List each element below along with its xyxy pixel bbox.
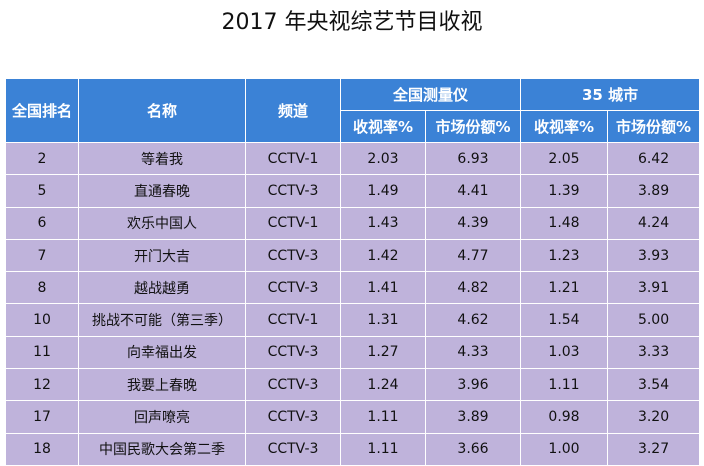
table-cell: 1.11: [340, 400, 426, 434]
table-row: 2 等着我 CCTV-1 2.03 6.93 2.05 6.42: [5, 141, 701, 176]
table-cell: 1.49: [340, 174, 426, 208]
table-cell: 1.42: [340, 238, 426, 273]
table-cell: 4.82: [424, 271, 522, 305]
table-cell: 1.23: [520, 238, 609, 273]
table-cell: 11: [5, 335, 79, 370]
table-cell: 6.93: [424, 141, 522, 176]
header-row: 收视率% 市场份额% 收视率% 市场份额%: [6, 110, 701, 143]
table-cell: 1.03: [520, 335, 609, 370]
table-row: 17 回声嘹亮 CCTV-3 1.11 3.89 0.98 3.20: [5, 400, 701, 434]
table-cell: 越战越勇: [78, 271, 246, 305]
table-cell: CCTV-3: [245, 335, 341, 370]
table-cell: 1.21: [520, 271, 609, 305]
table-cell: 2: [5, 141, 79, 176]
table-cell: 7: [5, 238, 79, 273]
table-cell: CCTV-1: [245, 206, 341, 240]
table-cell: CCTV-3: [245, 238, 341, 273]
table-cell: 直通春晚: [78, 174, 246, 208]
table-row: 12 我要上春晚 CCTV-3 1.24 3.96 1.11 3.54: [5, 368, 701, 402]
table-cell: 6.42: [607, 141, 701, 176]
table-cell: 1.24: [340, 368, 426, 402]
table-cell: 3.20: [607, 400, 701, 434]
table-row: 5 直通春晚 CCTV-3 1.49 4.41 1.39 3.89: [5, 174, 701, 208]
table-cell: 3.54: [607, 368, 701, 402]
table-cell: 17: [5, 400, 79, 434]
table-row: 7 开门大吉 CCTV-3 1.42 4.77 1.23 3.93: [5, 238, 701, 273]
group-header: 全国测量仪: [339, 78, 522, 111]
ratings-table: 全国排名 名称 频道 全国测量仪 35 城市 收视率% 市场份额% 收视率% 市场份额% 2 等着…: [5, 78, 701, 466]
page-title: 2017 年央视综艺节目收视: [221, 10, 483, 35]
table-cell: 4.62: [424, 303, 522, 337]
table-cell: CCTV-1: [245, 303, 341, 337]
table-cell: 1.41: [340, 271, 426, 305]
table-cell: 2.03: [340, 141, 426, 176]
table-cell: 4.24: [607, 206, 701, 240]
column-header: 收视率%: [520, 110, 609, 143]
table-cell: 3.33: [607, 335, 701, 370]
table-cell: 等着我: [78, 141, 246, 176]
table-cell: 欢乐中国人: [78, 206, 246, 240]
table-cell: 4.39: [424, 206, 522, 240]
table-cell: 3.89: [424, 400, 522, 434]
column-header: 频道: [245, 78, 341, 143]
column-header: 市场份额%: [607, 110, 701, 143]
table-cell: 5: [5, 174, 79, 208]
table-cell: CCTV-1: [245, 141, 341, 176]
table-cell: 3.89: [607, 174, 701, 208]
table-cell: 1.54: [520, 303, 609, 337]
table-cell: 3.66: [424, 432, 522, 466]
table-cell: 0.98: [520, 400, 609, 434]
table-body: 2 等着我 CCTV-1 2.03 6.93 2.05 6.42 5 直通春晚 CCTV-3 1.4…: [5, 141, 701, 466]
table-cell: 1.11: [520, 368, 609, 402]
column-header: 全国排名: [5, 78, 79, 143]
table-cell: CCTV-3: [245, 174, 341, 208]
table-cell: 1.31: [340, 303, 426, 337]
table-cell: 4.41: [424, 174, 522, 208]
group-header: 35 城市: [520, 78, 701, 111]
table-cell: 我要上春晚: [78, 368, 246, 402]
table-row: 18 中国民歌大会第二季 CCTV-3 1.11 3.66 1.00 3.27: [5, 432, 701, 466]
table-cell: 1.11: [340, 432, 426, 466]
table-header: 全国排名 名称 频道 全国测量仪 35 城市 收视率% 市场份额% 收视率% 市场份额%: [5, 78, 701, 143]
table-cell: 12: [5, 368, 79, 402]
table-cell: 6: [5, 206, 79, 240]
header-row: 全国排名 名称 频道 全国测量仪 35 城市: [5, 78, 701, 143]
table-cell: CCTV-3: [245, 271, 341, 305]
column-header: 市场份额%: [424, 110, 522, 143]
table-cell: CCTV-3: [245, 368, 341, 402]
table-cell: 8: [5, 271, 79, 305]
column-header: 收视率%: [340, 110, 426, 143]
table-row: 6 欢乐中国人 CCTV-1 1.43 4.39 1.48 4.24: [5, 206, 701, 240]
table-cell: 中国民歌大会第二季: [78, 432, 246, 466]
table-cell: CCTV-3: [245, 432, 341, 466]
table-cell: CCTV-3: [245, 400, 341, 434]
table-row: 8 越战越勇 CCTV-3 1.41 4.82 1.21 3.91: [5, 271, 701, 305]
table-cell: 1.48: [520, 206, 609, 240]
table-cell: 3.91: [607, 271, 701, 305]
table-row: 10 挑战不可能（第三季） CCTV-1 1.31 4.62 1.54 5.00: [5, 303, 701, 337]
table-cell: 1.39: [520, 174, 609, 208]
table-cell: 开门大吉: [78, 238, 246, 273]
table-cell: 1.00: [520, 432, 609, 466]
table-cell: 1.27: [340, 335, 426, 370]
table-cell: 4.77: [424, 238, 522, 273]
table-cell: 向幸福出发: [78, 335, 246, 370]
table-cell: 4.33: [424, 335, 522, 370]
table-cell: 挑战不可能（第三季）: [78, 303, 246, 337]
table-cell: 1.43: [340, 206, 426, 240]
table-cell: 5.00: [607, 303, 701, 337]
table-cell: 3.96: [424, 368, 522, 402]
table-cell: 2.05: [520, 141, 609, 176]
table-cell: 3.27: [607, 432, 701, 466]
table-cell: 18: [5, 432, 79, 466]
table-cell: 10: [5, 303, 79, 337]
table-cell: 回声嘹亮: [78, 400, 246, 434]
table-cell: 3.93: [607, 238, 701, 273]
table-row: 11 向幸福出发 CCTV-3 1.27 4.33 1.03 3.33: [5, 335, 701, 370]
column-header: 名称: [78, 78, 246, 143]
